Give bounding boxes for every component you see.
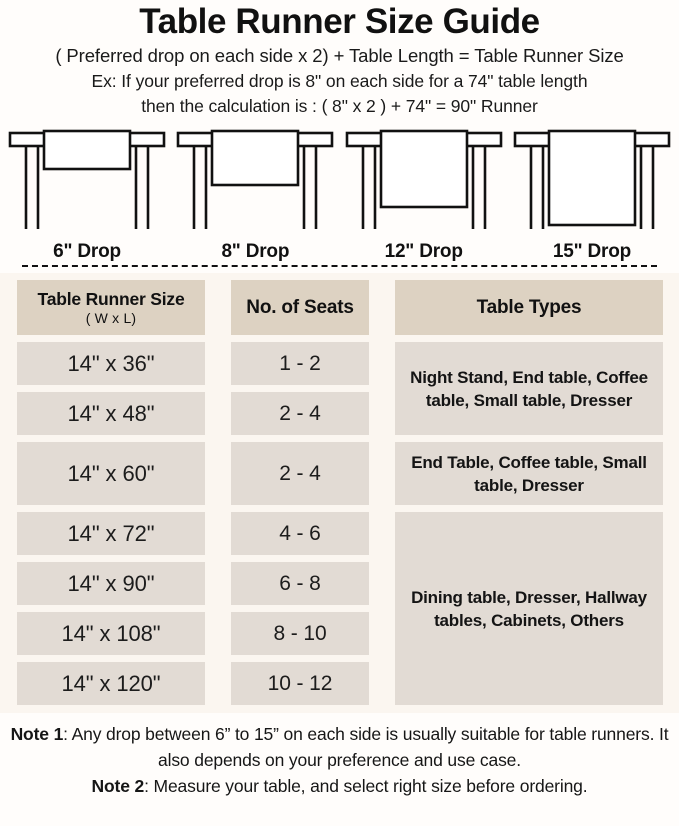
header-block: Table Runner Size Guide ( Preferred drop… bbox=[0, 0, 679, 119]
table-row: 1 - 2 bbox=[231, 342, 369, 385]
table-type-cell: Dining table, Dresser, Hallway tables, C… bbox=[395, 512, 663, 705]
table-row: 2 - 4 bbox=[231, 442, 369, 505]
drop-diagram-12: 12" Drop bbox=[341, 125, 507, 263]
table-row: 14" x 36" bbox=[17, 342, 205, 385]
table-row: 14" x 48" bbox=[17, 392, 205, 435]
notes-block: Note 1: Any drop between 6” to 15” on ea… bbox=[0, 721, 679, 799]
table-type-cell: Night Stand, End table, Coffee table, Sm… bbox=[395, 342, 663, 435]
example-line-2: then the calculation is : ( 8" x 2 ) + 7… bbox=[141, 96, 538, 116]
table-row: 14" x 72" bbox=[17, 512, 205, 555]
table-row: 14" x 90" bbox=[17, 562, 205, 605]
table-row: 2 - 4 bbox=[231, 392, 369, 435]
table-row: 6 - 8 bbox=[231, 562, 369, 605]
table-row: 14" x 120" bbox=[17, 662, 205, 705]
example-line-1: Ex: If your preferred drop is 8" on each… bbox=[91, 71, 588, 91]
column-header-size-main: Table Runner Size bbox=[37, 288, 185, 309]
table-row: 14" x 108" bbox=[17, 612, 205, 655]
page-title: Table Runner Size Guide bbox=[139, 2, 540, 41]
note-2: Note 2: Measure your table, and select r… bbox=[6, 773, 673, 799]
formula-line: ( Preferred drop on each side x 2) + Tab… bbox=[55, 45, 624, 66]
table-drawing-icon bbox=[345, 129, 502, 229]
table-drawing-icon bbox=[8, 129, 166, 229]
drop-label-15: 15" Drop bbox=[552, 241, 632, 262]
table-drawing-icon bbox=[177, 129, 334, 229]
drop-label-8: 8" Drop bbox=[221, 241, 290, 262]
table-row: 10 - 12 bbox=[231, 662, 369, 705]
note-1: Note 1: Any drop between 6” to 15” on ea… bbox=[6, 721, 673, 773]
table-row: 14" x 60" bbox=[17, 442, 205, 505]
note-1-label: Note 1 bbox=[10, 724, 64, 744]
column-header-types: Table Types bbox=[395, 280, 663, 335]
column-header-size: Table Runner Size ( W x L) bbox=[17, 280, 205, 335]
drop-diagram-strip: 6" Drop 8" Drop bbox=[0, 125, 679, 263]
column-header-size-sub: ( W x L) bbox=[85, 309, 137, 326]
size-table-grid: Table Runner Size ( W x L) No. of Seats … bbox=[17, 280, 663, 705]
table-row: 4 - 6 bbox=[231, 512, 369, 555]
note-2-text: : Measure your table, and select right s… bbox=[144, 776, 588, 796]
size-table: Table Runner Size ( W x L) No. of Seats … bbox=[0, 273, 679, 713]
drop-label-6: 6" Drop bbox=[53, 241, 121, 262]
drop-label-12: 12" Drop bbox=[384, 241, 463, 262]
drop-diagram-6: 6" Drop bbox=[4, 125, 170, 263]
table-type-cell: End Table, Coffee table, Small table, Dr… bbox=[395, 442, 663, 505]
section-divider bbox=[22, 265, 657, 267]
table-row: 8 - 10 bbox=[231, 612, 369, 655]
column-header-seats: No. of Seats bbox=[231, 280, 369, 335]
note-2-label: Note 2 bbox=[91, 776, 145, 796]
drop-diagram-15: 15" Drop bbox=[509, 125, 675, 263]
note-1-text: : Any drop between 6” to 15” on each sid… bbox=[63, 724, 669, 770]
table-drawing-icon bbox=[513, 129, 671, 229]
drop-diagram-8: 8" Drop bbox=[172, 125, 338, 263]
